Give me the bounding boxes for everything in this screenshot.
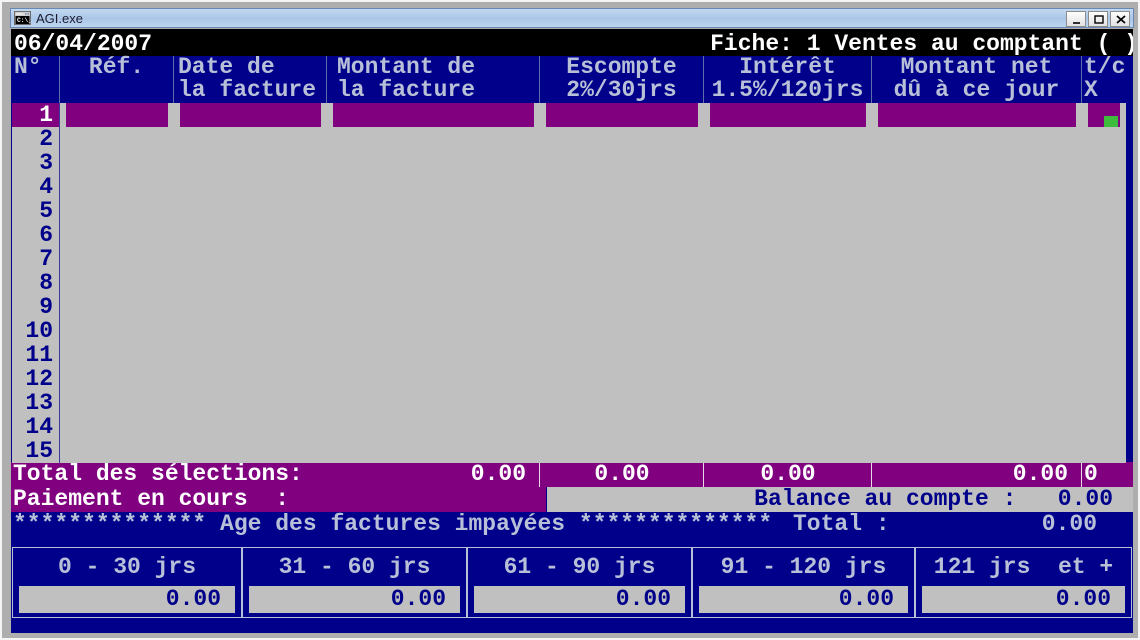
- svg-text:C:\_: C:\_: [17, 17, 31, 24]
